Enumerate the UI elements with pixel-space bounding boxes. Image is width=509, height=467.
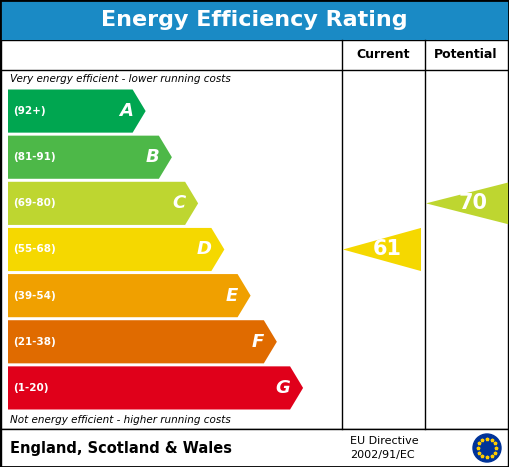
Text: F: F bbox=[251, 333, 264, 351]
Text: Current: Current bbox=[357, 49, 410, 62]
Text: Very energy efficient - lower running costs: Very energy efficient - lower running co… bbox=[10, 74, 231, 84]
Polygon shape bbox=[8, 90, 146, 133]
Polygon shape bbox=[8, 320, 277, 363]
Text: EU Directive: EU Directive bbox=[350, 436, 418, 446]
Text: 70: 70 bbox=[459, 193, 488, 213]
Polygon shape bbox=[8, 228, 224, 271]
Text: E: E bbox=[225, 287, 238, 304]
Text: Potential: Potential bbox=[434, 49, 498, 62]
Text: England, Scotland & Wales: England, Scotland & Wales bbox=[10, 440, 232, 455]
Text: (39-54): (39-54) bbox=[13, 290, 56, 301]
Text: (1-20): (1-20) bbox=[13, 383, 48, 393]
Polygon shape bbox=[8, 366, 303, 410]
Bar bbox=[0, 0, 509, 40]
Polygon shape bbox=[426, 182, 509, 225]
Polygon shape bbox=[8, 182, 198, 225]
Bar bbox=[1, 429, 508, 467]
Text: B: B bbox=[145, 148, 159, 166]
Text: D: D bbox=[196, 241, 211, 259]
Text: G: G bbox=[275, 379, 290, 397]
Text: (21-38): (21-38) bbox=[13, 337, 56, 347]
Circle shape bbox=[473, 434, 501, 462]
Polygon shape bbox=[8, 135, 172, 179]
Bar bbox=[1, 40, 508, 429]
Text: (81-91): (81-91) bbox=[13, 152, 55, 162]
Text: (92+): (92+) bbox=[13, 106, 46, 116]
Text: C: C bbox=[172, 194, 185, 212]
Text: (69-80): (69-80) bbox=[13, 198, 55, 208]
Text: Energy Efficiency Rating: Energy Efficiency Rating bbox=[101, 10, 408, 30]
Polygon shape bbox=[343, 228, 421, 271]
Polygon shape bbox=[8, 274, 250, 317]
Text: 2002/91/EC: 2002/91/EC bbox=[350, 450, 415, 460]
Text: Not energy efficient - higher running costs: Not energy efficient - higher running co… bbox=[10, 415, 231, 425]
Text: A: A bbox=[119, 102, 133, 120]
Text: (55-68): (55-68) bbox=[13, 245, 56, 255]
Text: 61: 61 bbox=[373, 240, 402, 260]
